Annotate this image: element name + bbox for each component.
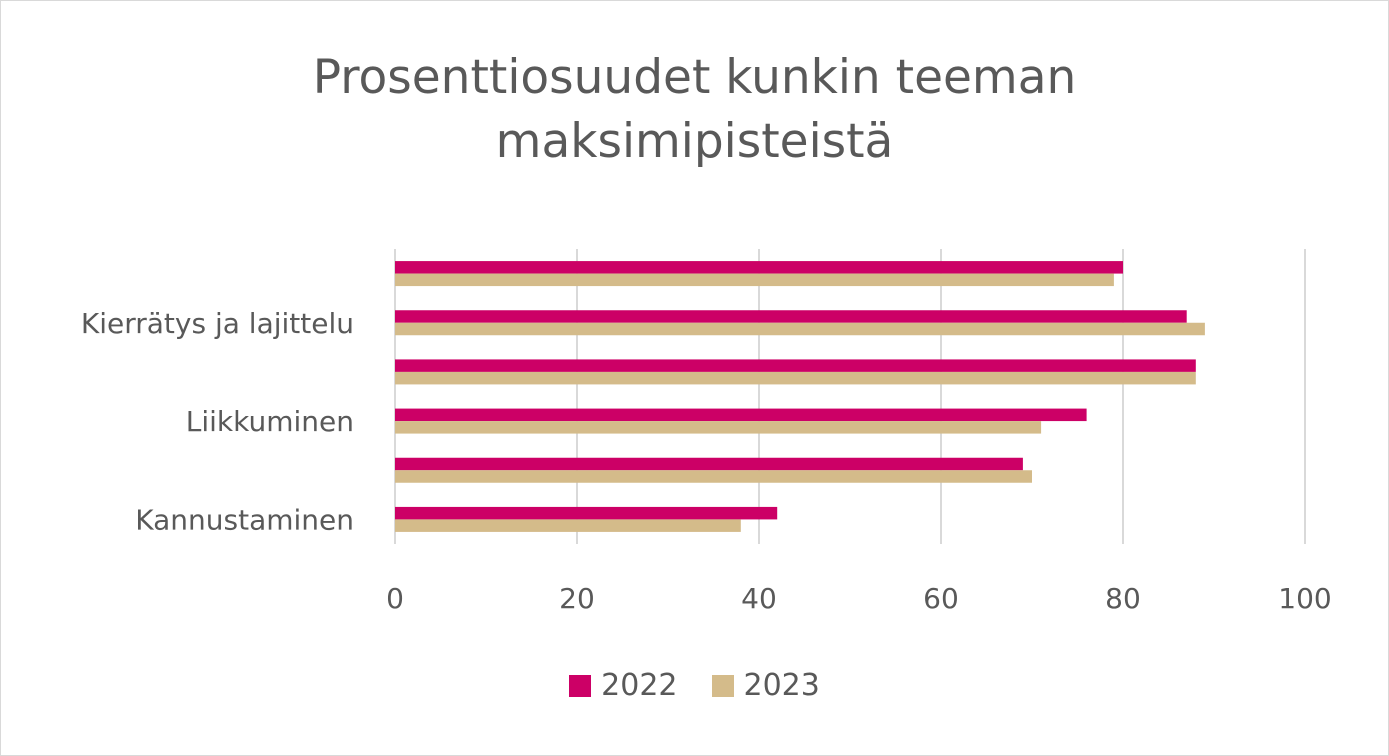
bar-2022-5 bbox=[395, 506, 778, 520]
legend-item-2023: 2023 bbox=[711, 668, 820, 703]
bar-2023-2 bbox=[395, 371, 1196, 385]
x-tick-label-0: 0 bbox=[386, 582, 404, 615]
bar-2022-3 bbox=[395, 408, 1087, 422]
bar-2022-1 bbox=[395, 310, 1187, 323]
bar-2023-4 bbox=[395, 470, 1032, 483]
bar-2023-1 bbox=[395, 322, 1205, 336]
bar-2023-5 bbox=[395, 519, 741, 532]
bar-2023-3 bbox=[395, 421, 1042, 434]
chart-legend: 2022 2023 bbox=[0, 668, 1389, 703]
x-tick-label-60: 60 bbox=[923, 582, 959, 615]
x-tick-label-40: 40 bbox=[741, 582, 777, 615]
x-tick-label-20: 20 bbox=[559, 582, 595, 615]
legend-label-2023: 2023 bbox=[743, 668, 820, 703]
legend-swatch-2023 bbox=[711, 674, 734, 697]
bar-2022-0 bbox=[395, 261, 1123, 274]
legend-item-2022: 2022 bbox=[569, 668, 678, 703]
legend-label-2022: 2022 bbox=[601, 668, 678, 703]
chart-title: Prosenttiosuudet kunkin teeman maksimipi… bbox=[0, 46, 1389, 174]
bar-2023-0 bbox=[395, 273, 1114, 287]
chart-title-line-2: maksimipisteistä bbox=[495, 114, 894, 169]
x-tick-label-80: 80 bbox=[1105, 582, 1141, 615]
category-label-5: Kannustaminen bbox=[135, 503, 354, 536]
bar-2022-2 bbox=[395, 359, 1196, 372]
x-tick-label-100: 100 bbox=[1278, 582, 1331, 615]
bar-2022-4 bbox=[395, 457, 1023, 471]
category-label-1: Kierrätys ja lajittelu bbox=[81, 307, 354, 340]
legend-swatch-2022 bbox=[569, 674, 592, 697]
chart-title-line-1: Prosenttiosuudet kunkin teeman bbox=[312, 50, 1077, 105]
category-label-3: Liikkuminen bbox=[186, 405, 354, 438]
